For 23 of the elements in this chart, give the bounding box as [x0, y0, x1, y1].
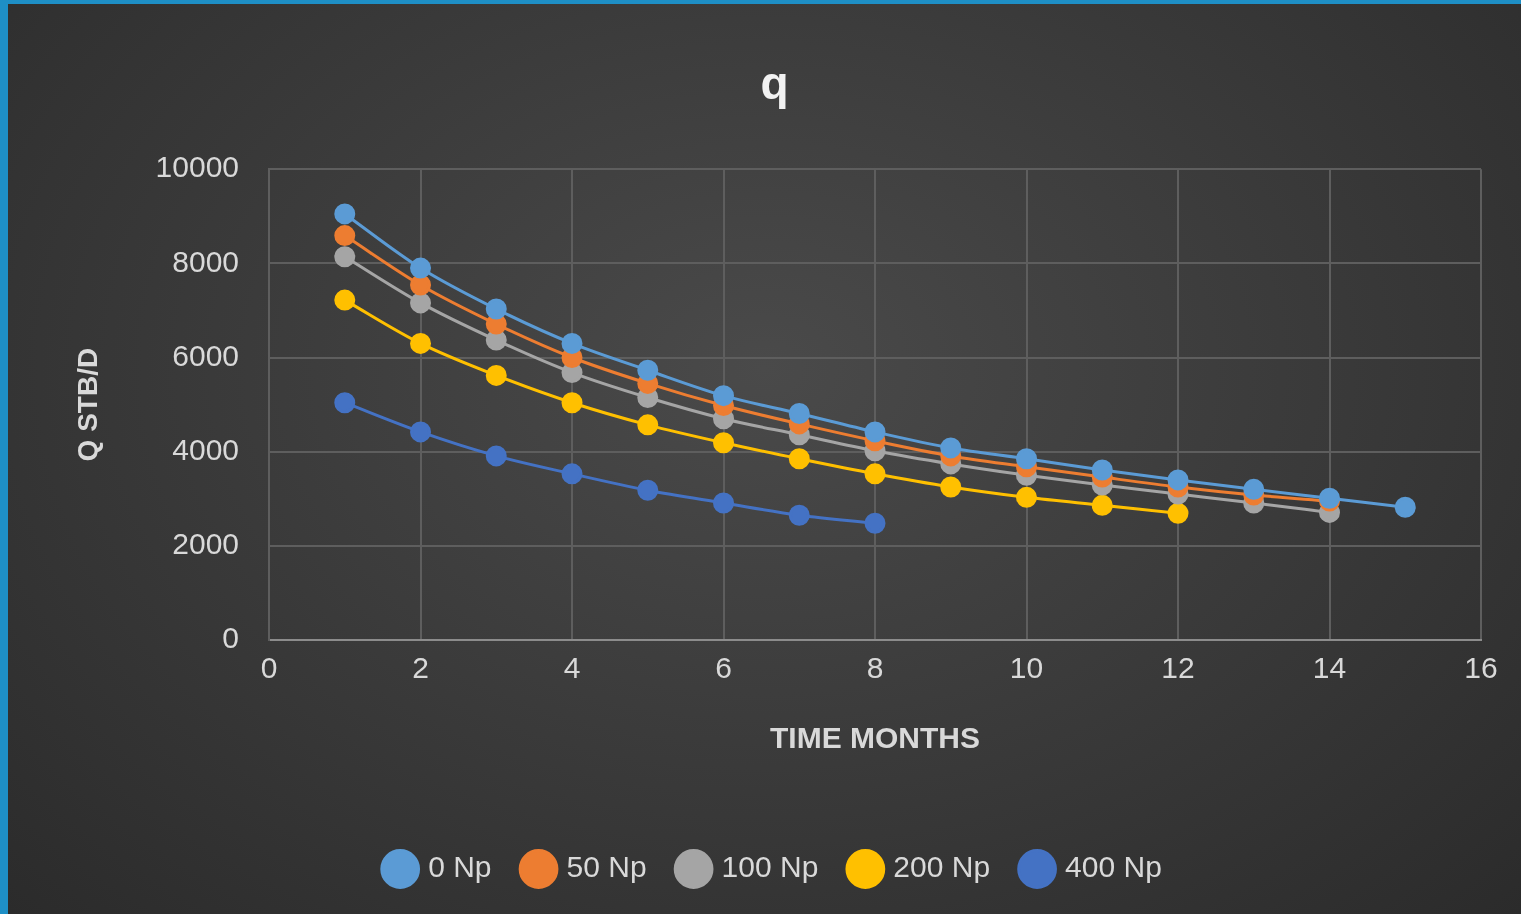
- x-tick-label: 0: [260, 651, 278, 685]
- y-tick-label: 8000: [172, 244, 240, 278]
- legend-label: 100 Np: [721, 850, 819, 884]
- y-tick-label: 0: [222, 621, 240, 655]
- x-tick-label: 16: [1464, 651, 1498, 685]
- y-tick-label: 4000: [172, 432, 240, 466]
- x-axis-title: TIME MONTHS: [770, 721, 981, 755]
- y-tick-label: 10000: [155, 150, 240, 184]
- x-tick-label: 8: [866, 651, 884, 685]
- x-tick-label: 4: [563, 651, 581, 685]
- legend-label: 200 Np: [893, 850, 991, 884]
- chart-title: q: [760, 57, 789, 110]
- y-tick-label: 6000: [172, 338, 240, 372]
- legend-label: 0 Np: [428, 850, 492, 884]
- y-tick-label: 2000: [172, 527, 240, 561]
- x-tick-label: 14: [1312, 651, 1347, 685]
- x-tick-label: 12: [1161, 651, 1195, 685]
- x-tick-label: 10: [1009, 651, 1044, 685]
- legend-label: 50 Np: [566, 850, 647, 884]
- legend-label: 400 Np: [1065, 850, 1162, 884]
- y-axis-title: Q STB/D: [71, 347, 103, 462]
- x-tick-label: 6: [715, 651, 732, 685]
- x-tick-label: 2: [412, 651, 429, 685]
